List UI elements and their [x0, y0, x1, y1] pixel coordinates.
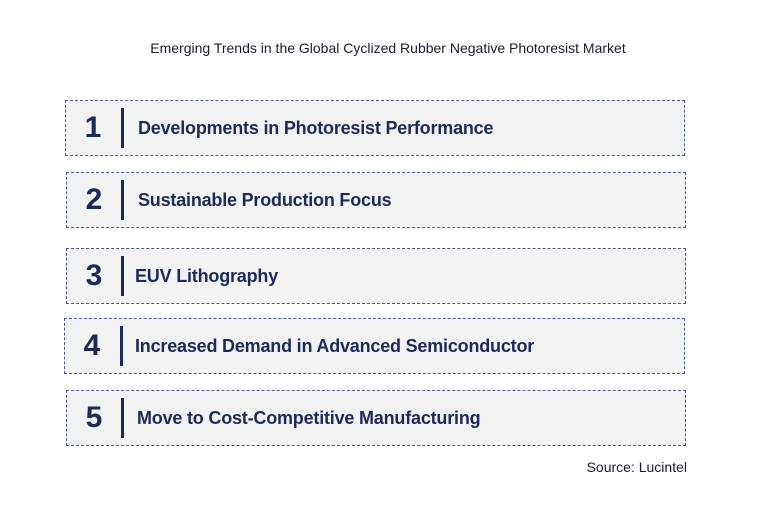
trend-item-4: 4 Increased Demand in Advanced Semicondu… [64, 318, 685, 374]
divider-bar [120, 326, 123, 366]
source-credit: Source: Lucintel [586, 459, 687, 475]
trend-item-3: 3 EUV Lithography [66, 248, 686, 304]
trend-number: 5 [85, 401, 103, 434]
trend-label: Sustainable Production Focus [138, 189, 392, 210]
divider-bar [121, 398, 124, 438]
trend-label: Increased Demand in Advanced Semiconduct… [135, 335, 535, 356]
trend-number: 1 [84, 111, 102, 144]
divider-bar [121, 108, 124, 148]
trend-item-1: 1 Developments in Photoresist Performanc… [65, 100, 685, 156]
divider-bar [121, 180, 124, 220]
trend-number: 4 [83, 329, 101, 362]
divider-bar [121, 256, 124, 296]
trend-item-5: 5 Move to Cost-Competitive Manufacturing [66, 390, 686, 446]
trend-label: EUV Lithography [135, 265, 279, 286]
diagram-title: Emerging Trends in the Global Cyclized R… [150, 40, 626, 56]
trend-number: 2 [85, 183, 103, 216]
trend-label: Developments in Photoresist Performance [138, 117, 494, 138]
trend-item-2: 2 Sustainable Production Focus [66, 172, 686, 228]
trend-label: Move to Cost-Competitive Manufacturing [137, 407, 481, 428]
trend-number: 3 [85, 259, 103, 292]
